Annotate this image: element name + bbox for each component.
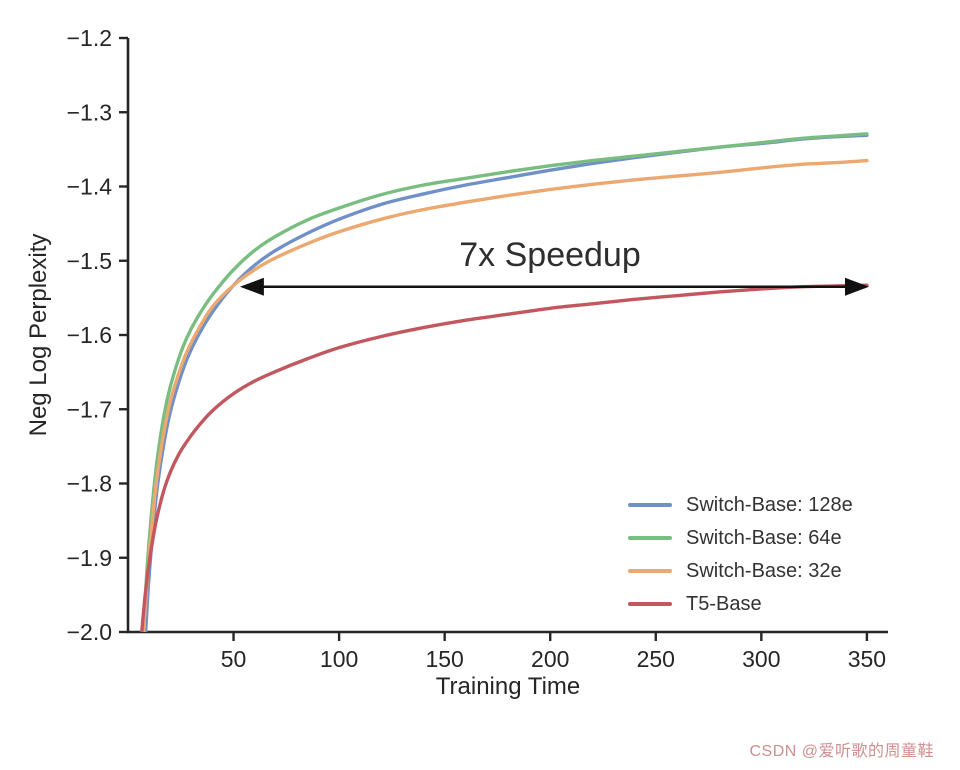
y-tick-label: −1.4 [67,174,113,200]
legend-label: Switch-Base: 32e [686,559,842,582]
x-tick-label: 200 [531,646,569,672]
y-tick-label: −1.3 [67,99,112,125]
series-layer [140,132,869,632]
y-axis-title: Neg Log Perplexity [25,234,52,437]
x-axis-title: Training Time [436,673,581,700]
legend-label: Switch-Base: 64e [686,526,842,549]
speedup-annotation-text: 7x Speedup [459,236,641,274]
series-line-switch-base-32e [141,158,869,632]
y-tick-label: −1.6 [67,322,112,348]
x-tick-label: 150 [425,646,463,672]
annotation-layer [239,277,869,296]
legend-item-switch-base-32e: Switch-Base: 32e [628,560,853,582]
x-tick-label: 250 [637,646,675,672]
y-tick-label: −1.5 [67,248,112,274]
y-tick-label: −1.8 [67,471,112,497]
x-tick-label: 50 [221,646,247,672]
y-tick-label: −1.2 [67,25,112,51]
legend-line-swatch [628,602,672,606]
legend-label: Switch-Base: 128e [686,493,853,516]
legend-item-switch-base-128e: Switch-Base: 128e [628,494,853,516]
axes-layer: −1.2 −1.3 −1.4 −1.5 −1.6 −1.7 −1.8 −1.9 −2.0 50 10… [67,25,888,672]
series-line-t5-base [140,283,869,632]
legend-item-t5-base: T5-Base [628,593,853,615]
legend: Switch-Base: 128e Switch-Base: 64e Switch-… [628,494,853,626]
legend-item-switch-base-64e: Switch-Base: 64e [628,527,853,549]
y-tick-label: −1.9 [67,545,112,571]
x-tick-label: 100 [320,646,358,672]
watermark: CSDN @爱听歌的周童鞋 [749,743,934,760]
series-line-switch-base-64e [141,132,869,632]
speedup-arrowhead-right-icon [845,277,869,296]
legend-line-swatch [628,536,672,540]
speedup-arrowhead-left-icon [239,277,264,296]
x-tick-label: 350 [848,646,886,672]
legend-line-swatch [628,569,672,573]
y-tick-label: −1.7 [67,396,112,422]
y-tick-label: −2.0 [67,619,112,645]
x-tick-label: 300 [742,646,780,672]
legend-label: T5-Base [686,592,762,615]
legend-line-swatch [628,503,672,507]
